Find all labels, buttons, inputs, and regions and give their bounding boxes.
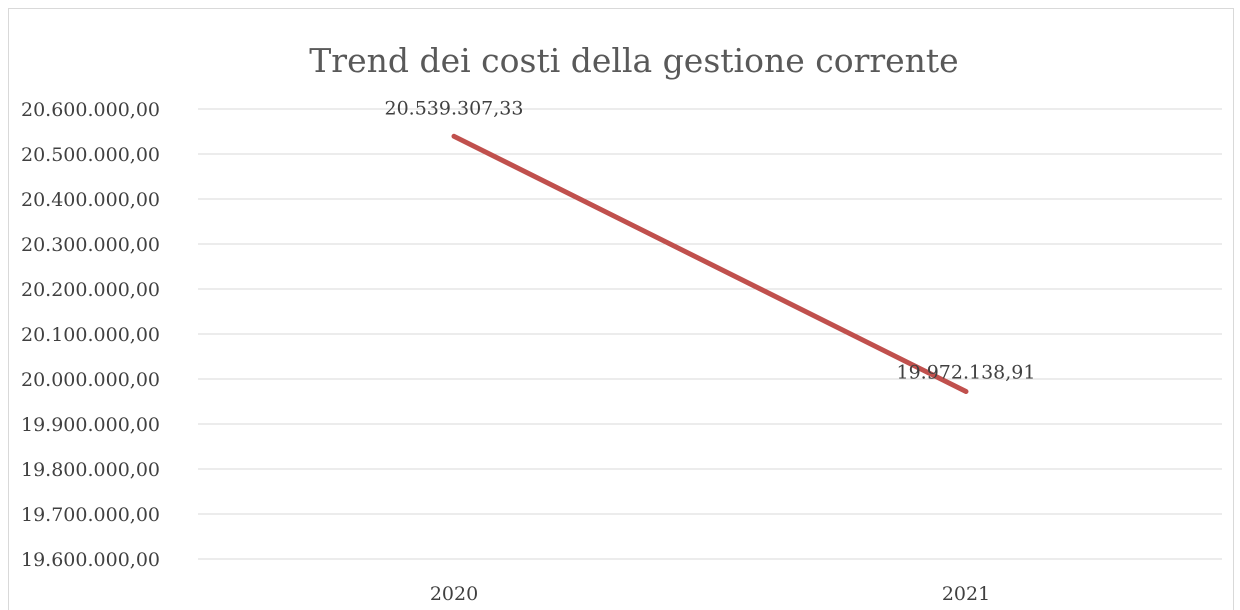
y-tick-label: 20.200.000,00 xyxy=(21,279,160,301)
y-tick-label: 20.400.000,00 xyxy=(21,189,160,211)
y-tick-label: 19.700.000,00 xyxy=(21,504,160,526)
data-label: 19.972.138,91 xyxy=(896,362,1035,384)
data-labels: 20.539.307,33 19.972.138,91 xyxy=(384,97,1035,383)
y-tick-label: 20.600.000,00 xyxy=(21,99,160,121)
y-tick-label: 20.500.000,00 xyxy=(21,144,160,166)
chart-title: Trend dei costi della gestione corrente xyxy=(309,41,958,80)
x-tick-label: 2020 xyxy=(430,583,478,605)
y-tick-label: 19.900.000,00 xyxy=(21,414,160,436)
y-axis-ticks: 19.600.000,00 19.700.000,00 19.800.000,00 1… xyxy=(21,99,160,571)
chart-frame xyxy=(8,8,1234,610)
series-layer xyxy=(451,133,969,394)
y-tick-label: 20.000.000,00 xyxy=(21,369,160,391)
gridlines xyxy=(198,108,1222,560)
y-tick-label: 19.600.000,00 xyxy=(21,549,160,571)
x-tick-label: 2021 xyxy=(942,583,990,605)
y-tick-label: 19.800.000,00 xyxy=(21,459,160,481)
y-tick-label: 20.100.000,00 xyxy=(21,324,160,346)
data-label: 20.539.307,33 xyxy=(384,97,523,119)
y-tick-label: 20.300.000,00 xyxy=(21,234,160,256)
series-line xyxy=(451,133,969,394)
x-axis-ticks: 2020 2021 xyxy=(430,583,990,605)
